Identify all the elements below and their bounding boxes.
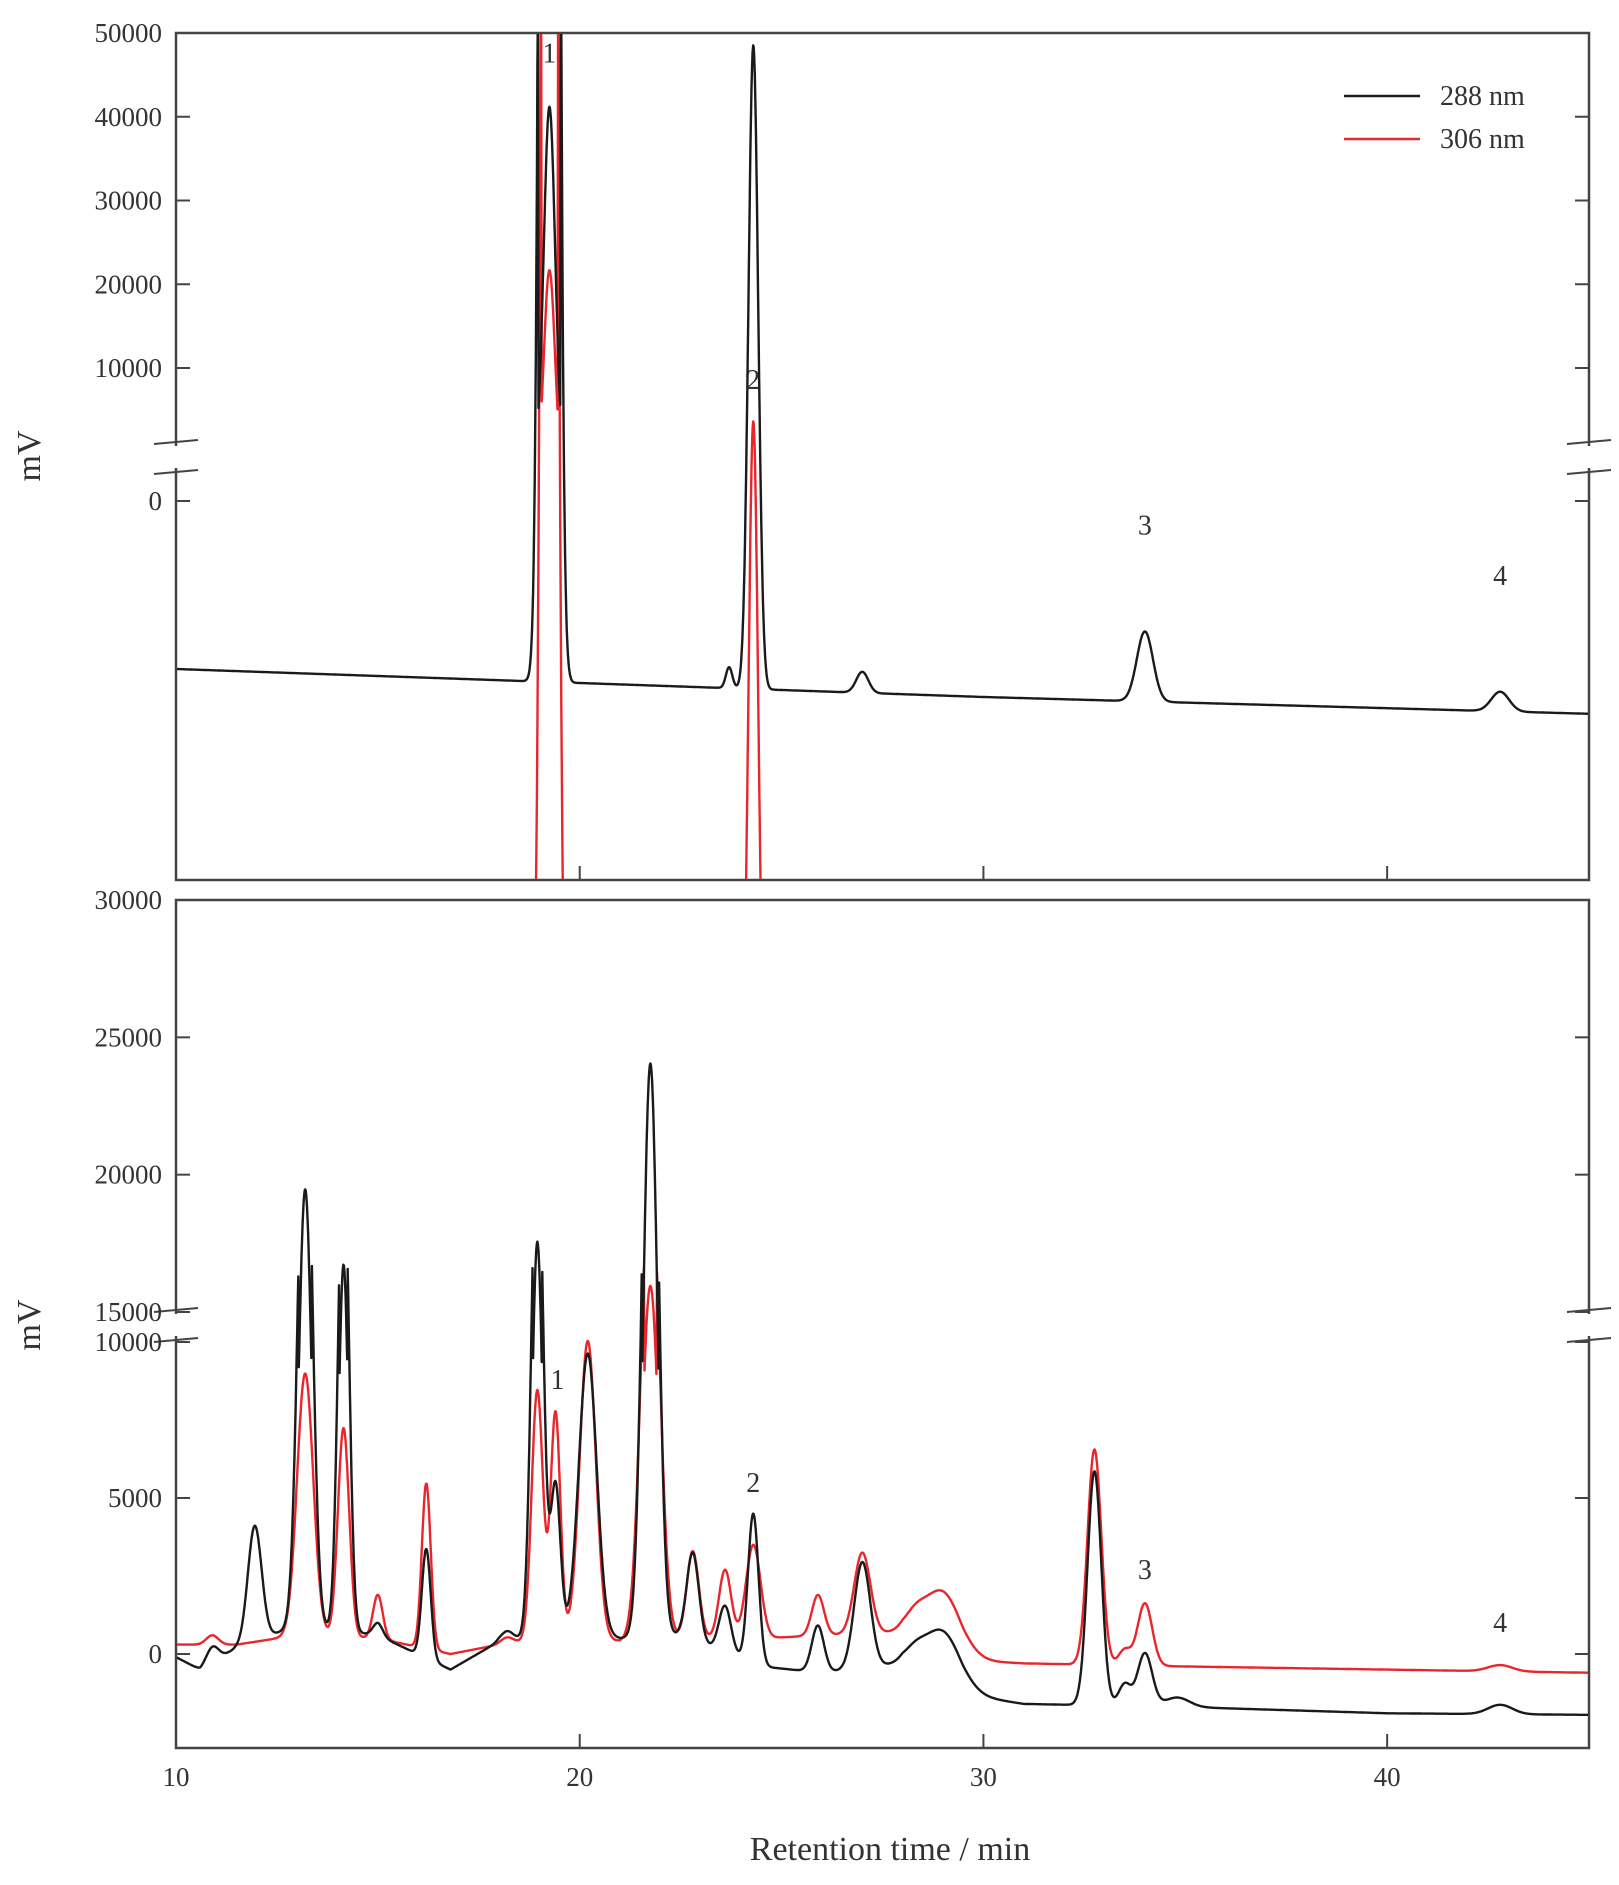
y-axis-title: mV (11, 1299, 48, 1350)
y-tick-label: 5000 (108, 1483, 162, 1513)
x-tick-label: 40 (1374, 1762, 1401, 1792)
trace-288-nm (177, 1062, 1588, 1716)
x-axis-title: Retention time / min (750, 1831, 1030, 1868)
trace-288-nm (177, 34, 1588, 715)
axis-break-gap-right (1583, 1314, 1595, 1336)
axis-break-mark-left (153, 439, 199, 445)
peak-label: 1 (542, 38, 556, 69)
y-axis-title: mV (11, 430, 48, 481)
y-tick-label: 0 (149, 1639, 163, 1669)
x-tick-label: 10 (163, 1762, 190, 1792)
peak-label: 4 (1493, 1608, 1507, 1639)
axis-break-mark-right (1566, 469, 1612, 475)
y-tick-label: 0 (149, 486, 163, 516)
peak-label: 4 (1493, 561, 1507, 592)
legend-label: 288 nm (1440, 81, 1525, 112)
trace-306-nm (177, 1267, 1588, 1674)
bottom-panel: 15000 20000 25000 30000 0 5000 10000 10 20 30 40 mV… (11, 885, 1612, 1792)
peak-label: 3 (1138, 511, 1152, 542)
y-tick-label: 50000 (95, 18, 163, 48)
axis-break-mark-right (1566, 439, 1612, 445)
peak-label: 2 (746, 1468, 760, 1499)
top-panel: 10000 20000 30000 40000 50000 0 mV 1 2 3 4 288 nm 30… (11, 18, 1612, 882)
peak-label: 2 (746, 365, 760, 396)
axis-break-mark-left (153, 469, 199, 475)
y-tick-label: 20000 (95, 269, 163, 299)
axis-break-mark-left (153, 1337, 199, 1343)
axis-break-gap-left (170, 1314, 182, 1336)
plot-frame (174, 898, 1591, 1750)
plot-frame (174, 31, 1591, 882)
y-tick-label: 10000 (95, 353, 163, 383)
x-tick-label: 30 (970, 1762, 997, 1792)
axis-break-mark-right (1566, 1307, 1612, 1313)
trace-306-nm (534, 34, 762, 879)
y-tick-label: 20000 (95, 1160, 163, 1190)
x-tick-label: 20 (566, 1762, 593, 1792)
y-tick-label: 15000 (95, 1297, 163, 1327)
axis-break-gap-left (170, 446, 182, 468)
legend-label: 306 nm (1440, 124, 1525, 155)
axis-break-mark-right (1566, 1337, 1612, 1343)
axis-break-mark-left (153, 1307, 199, 1313)
y-tick-label: 30000 (95, 186, 163, 216)
y-tick-label: 10000 (95, 1327, 163, 1357)
y-tick-label: 30000 (95, 885, 163, 915)
y-tick-label: 25000 (95, 1022, 163, 1052)
peak-label: 1 (551, 1365, 565, 1396)
y-tick-label: 40000 (95, 102, 163, 132)
peak-label: 3 (1138, 1555, 1152, 1586)
axis-break-gap-right (1583, 446, 1595, 468)
